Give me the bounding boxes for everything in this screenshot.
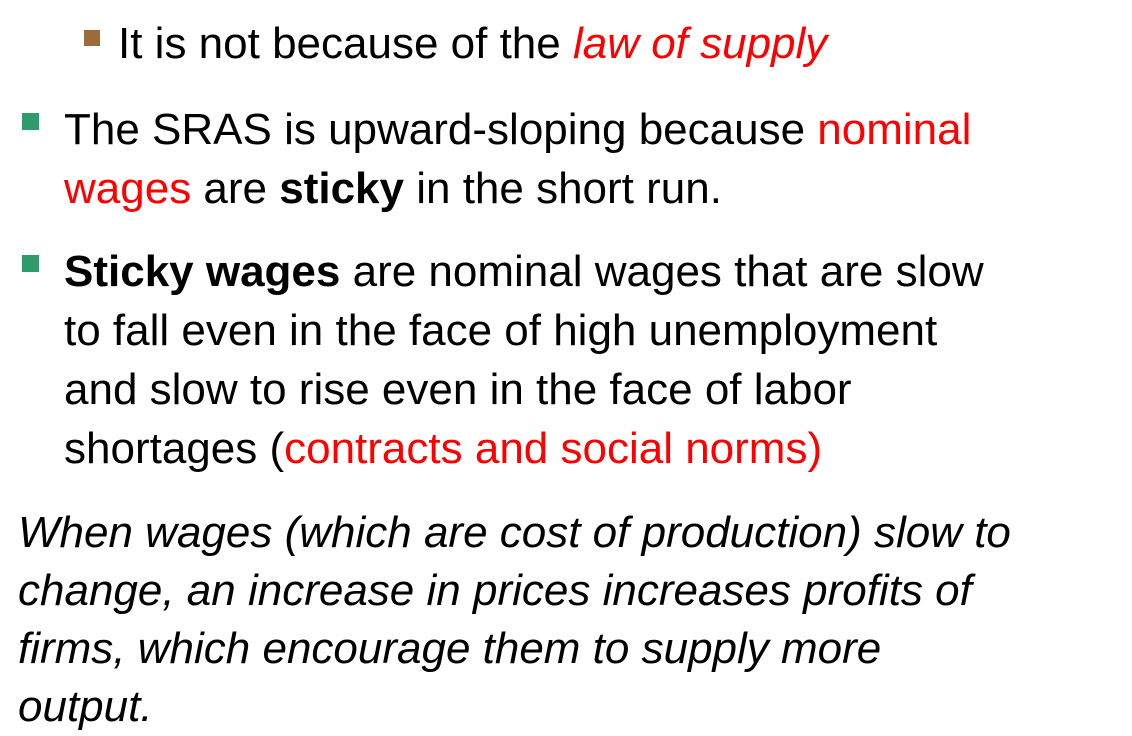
- bullet-2-line-2: to fall even in the face of high unemplo…: [64, 306, 938, 355]
- bullet-2-line-1-rest: are nominal wages that are slow: [340, 247, 984, 296]
- bullet-1-part-1: The SRAS is upward-sloping because: [64, 105, 818, 154]
- closing-paragraph: When wages (which are cost of production…: [18, 504, 1011, 736]
- sub-bullet-text: It is not because of the law of supply: [118, 18, 827, 70]
- square-bullet-icon: [84, 30, 100, 46]
- law-of-supply-emphasis: law of supply: [572, 19, 828, 68]
- sub-bullet-lead: It is not because of the: [118, 19, 573, 68]
- contracts-social-norms-emphasis: contracts and social norms): [284, 424, 823, 473]
- bullet-item-sras: The SRAS is upward-sloping because nomin…: [22, 100, 971, 218]
- sticky-wages-bold: Sticky wages: [64, 247, 341, 296]
- bullet-item-sticky-wages: Sticky wages are nominal wages that are …: [22, 242, 984, 478]
- sticky-bold: sticky: [279, 164, 404, 213]
- bullet-2-line-1: Sticky wages are nominal wages that are …: [64, 242, 984, 301]
- square-bullet-icon: [22, 113, 39, 130]
- closing-line-4: output.: [18, 682, 153, 731]
- wages-emphasis: wages: [64, 164, 192, 213]
- nominal-emphasis: nominal: [817, 105, 972, 154]
- bullet-1-line-2: wages are sticky in the short run.: [64, 159, 971, 218]
- sub-bullet-item: It is not because of the law of supply: [84, 18, 827, 70]
- bullet-1-part-3: in the short run.: [404, 164, 722, 213]
- bullet-2-line-4-start: shortages (: [64, 424, 285, 473]
- closing-line-2: change, an increase in prices increases …: [18, 566, 972, 615]
- closing-line-3: firms, which encourage them to supply mo…: [18, 624, 882, 673]
- bullet-1-part-2: are: [191, 164, 280, 213]
- bullet-2-line-3: and slow to rise even in the face of lab…: [64, 365, 852, 414]
- bullet-1-line-1: The SRAS is upward-sloping because nomin…: [64, 100, 971, 159]
- square-bullet-icon: [22, 255, 39, 272]
- bullet-2-line-4: shortages (contracts and social norms): [64, 419, 984, 478]
- closing-line-1: When wages (which are cost of production…: [18, 508, 1011, 557]
